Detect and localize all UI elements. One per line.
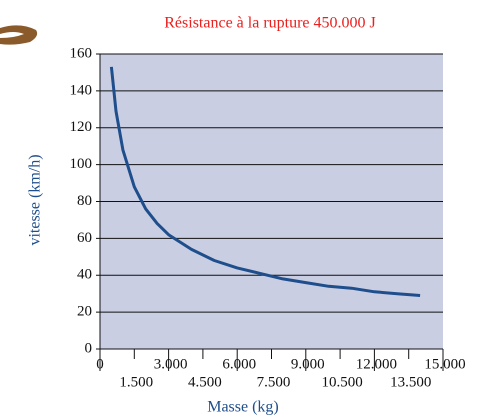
y-tick-label: 20 — [77, 304, 92, 320]
y-tick-label: 140 — [70, 82, 93, 98]
y-tick-label: 100 — [70, 156, 93, 172]
x-tick-label: 13.500 — [390, 374, 431, 390]
x-tick-label: 12.000 — [356, 356, 397, 372]
x-tick-label: 6.000 — [222, 356, 256, 372]
x-tick-label: 10.500 — [321, 374, 362, 390]
x-tick-label: 3.000 — [154, 356, 188, 372]
y-axis-label: vitesse (km/h) — [27, 154, 44, 245]
y-tick-label: 60 — [77, 230, 92, 246]
x-tick-label: 9.000 — [291, 356, 325, 372]
y-tick-label: 80 — [77, 193, 92, 209]
decoration — [0, 25, 37, 44]
y-tick-label: 120 — [70, 119, 93, 135]
y-tick-label: 0 — [85, 340, 93, 356]
y-tick-label: 40 — [77, 267, 92, 283]
x-tick-label: 15.000 — [424, 356, 465, 372]
x-tick-label: 0 — [96, 356, 104, 372]
x-axis-label: Masse (kg) — [207, 399, 279, 416]
y-tick-label: 160 — [70, 45, 93, 61]
chart: Résistance à la rupture 450.000 J vitess… — [0, 0, 477, 420]
x-tick-label: 1.500 — [119, 374, 153, 390]
x-tick-label: 7.500 — [257, 374, 291, 390]
chart-title: Résistance à la rupture 450.000 J — [164, 15, 376, 32]
x-tick-label: 4.500 — [188, 374, 222, 390]
